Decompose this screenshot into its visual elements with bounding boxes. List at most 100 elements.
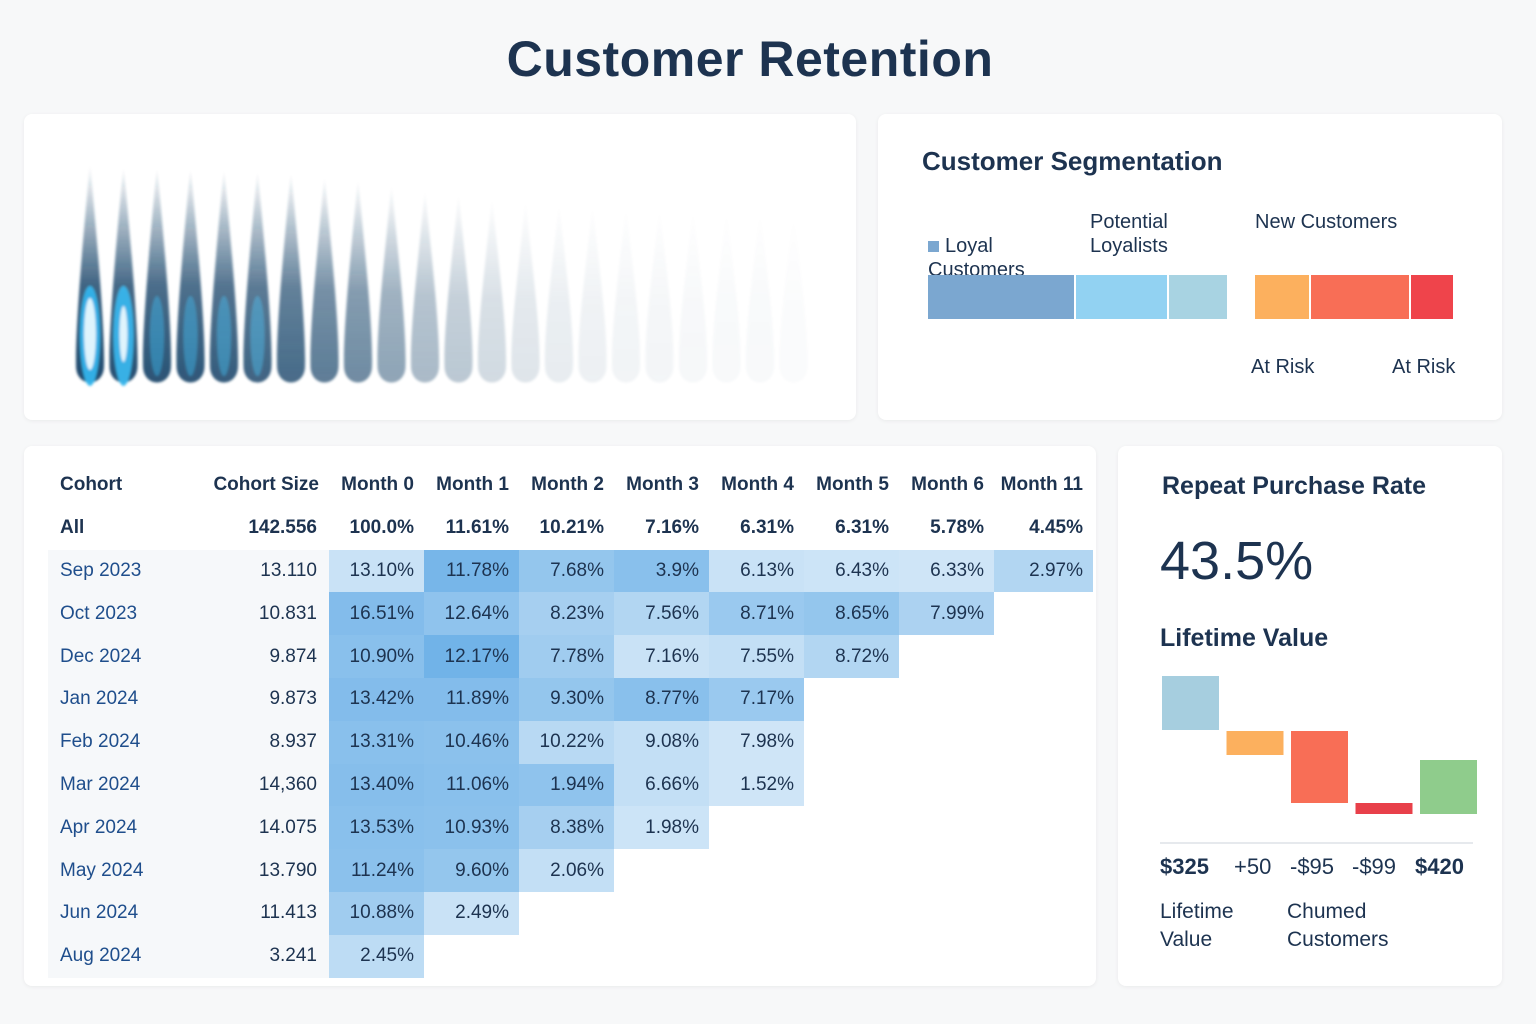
cohort-size: 142.556 <box>248 517 317 539</box>
empty-cell <box>899 678 994 721</box>
retention-drop <box>712 203 740 383</box>
col-header: Month 1 <box>436 474 509 496</box>
col-header: Month 5 <box>816 474 889 496</box>
retention-cell: 13.53% <box>329 806 424 850</box>
retention-cell: 8.72% <box>804 635 899 678</box>
cohort-size: 14,360 <box>188 763 329 807</box>
retention-cell: 13.31% <box>329 720 424 764</box>
retention-cell: 6.33% <box>899 549 994 593</box>
table-row: Jun 2024 11.413 10.88% 2.49% <box>48 891 1093 935</box>
retention-cell: 1.98% <box>614 806 709 850</box>
cohort-label: Oct 2023 <box>48 592 188 636</box>
cohort-size: 13.110 <box>188 549 329 593</box>
retention-cell: 11.78% <box>424 549 519 593</box>
empty-cell <box>994 935 1093 978</box>
retention-cell: 11.06% <box>424 763 519 807</box>
empty-cell <box>804 721 899 764</box>
empty-cell <box>899 635 994 678</box>
cohort-label: Dec 2024 <box>48 635 188 678</box>
retention-drop <box>410 188 440 383</box>
waterfall-value-label: +50 <box>1234 854 1272 879</box>
col-header: Month 2 <box>531 474 604 496</box>
table-row: Feb 2024 8.937 13.31% 10.46% 10.22% 9.08% 7.98… <box>48 720 1093 764</box>
waterfall-bar <box>1162 676 1219 730</box>
footer-at-risk-2: At Risk <box>1392 356 1456 378</box>
retention-cell: 6.43% <box>804 549 899 593</box>
retention-cell: 3.9% <box>614 549 709 593</box>
cohort-label: Feb 2024 <box>48 720 188 764</box>
legend-new-customers: New Customers <box>1255 211 1398 233</box>
retention-cell: 10.93% <box>424 806 519 850</box>
retention-cell: 12.17% <box>424 635 519 678</box>
retention-cell: 10.46% <box>424 720 519 764</box>
empty-cell <box>899 849 994 892</box>
segment-bar-loyal <box>928 275 1074 319</box>
retention-cell: 6.31% <box>740 517 794 539</box>
retention-cell: 12.64% <box>424 592 519 636</box>
retention-cell: 6.31% <box>835 517 889 539</box>
col-header: Month 11 <box>1000 474 1083 496</box>
retention-cell: 13.40% <box>329 763 424 807</box>
empty-cell <box>709 806 804 849</box>
retention-cell: 1.52% <box>709 763 804 807</box>
retention-cell: 5.78% <box>930 517 984 539</box>
page-title: Customer Retention <box>506 31 994 87</box>
segmentation-title: Customer Segmentation <box>922 146 1223 176</box>
retention-cell: 9.30% <box>519 677 614 721</box>
retention-cell: 7.55% <box>709 635 804 678</box>
cohort-table: Cohort Cohort Size Month 0 Month 1 Month… <box>48 464 1093 978</box>
retention-cell: 11.89% <box>424 677 519 721</box>
retention-curve-chart <box>75 164 774 386</box>
cohort-size: 8.937 <box>188 720 329 764</box>
empty-cell <box>994 806 1093 849</box>
retention-cell: 10.22% <box>519 720 614 764</box>
empty-cell <box>994 592 1093 635</box>
retention-cell: 10.21% <box>539 517 604 539</box>
segmentation-card: Customer Segmentation Loyal Customers Po… <box>878 114 1502 420</box>
retention-cell: 7.56% <box>614 592 709 636</box>
retention-cell: 7.99% <box>899 592 994 636</box>
retention-drop <box>75 164 105 386</box>
empty-cell <box>519 935 614 978</box>
retention-cell: 6.13% <box>709 549 804 593</box>
lifetime-value-waterfall <box>1160 676 1477 844</box>
retention-drop <box>444 192 473 383</box>
waterfall-bar <box>1355 803 1413 814</box>
legend-swatch <box>928 241 939 252</box>
empty-cell <box>804 892 899 935</box>
col-header: Month 6 <box>911 474 984 496</box>
retention-cell: 10.88% <box>329 891 424 935</box>
cohort-size: 13.790 <box>188 849 329 892</box>
table-row-all: All 142.556 100.0% 11.61% 10.21% 7.16% 6.31% 6.… <box>48 507 1093 550</box>
segment-bar-potential <box>1076 275 1167 319</box>
cohort-label: Jan 2024 <box>48 677 188 721</box>
empty-cell <box>899 892 994 935</box>
empty-cell <box>804 806 899 849</box>
retention-cell: 100.0% <box>349 517 414 539</box>
retention-drop <box>142 166 172 383</box>
retention-drop <box>611 201 641 383</box>
retention-drop <box>477 196 507 383</box>
table-row: Aug 2024 3.241 2.45% <box>48 934 1093 978</box>
empty-cell <box>994 721 1093 764</box>
retention-cell: 8.23% <box>519 592 614 636</box>
waterfall-bar <box>1226 731 1284 755</box>
waterfall-value-label: -$99 <box>1352 854 1397 879</box>
retention-cell: 8.77% <box>614 677 709 721</box>
segment-bar-new <box>1255 275 1309 319</box>
empty-cell <box>614 935 709 978</box>
retention-cell: 7.17% <box>709 677 804 721</box>
waterfall-bar <box>1420 760 1477 814</box>
col-header: Month 3 <box>626 474 699 496</box>
retention-drop <box>243 169 272 383</box>
retention-drop <box>746 203 774 383</box>
retention-cell: 9.08% <box>614 720 709 764</box>
waterfall-value-label: -$95 <box>1290 854 1335 879</box>
cohort-size: 9.873 <box>188 677 329 721</box>
retention-drop <box>544 200 574 383</box>
retention-cell: 9.60% <box>424 849 519 892</box>
table-row: Sep 2023 13.110 13.10% 11.78% 7.68% 3.9% 6.13%… <box>48 549 1093 593</box>
retention-drop <box>176 166 205 383</box>
retention-cell: 2.45% <box>329 934 424 978</box>
empty-cell <box>994 764 1093 807</box>
